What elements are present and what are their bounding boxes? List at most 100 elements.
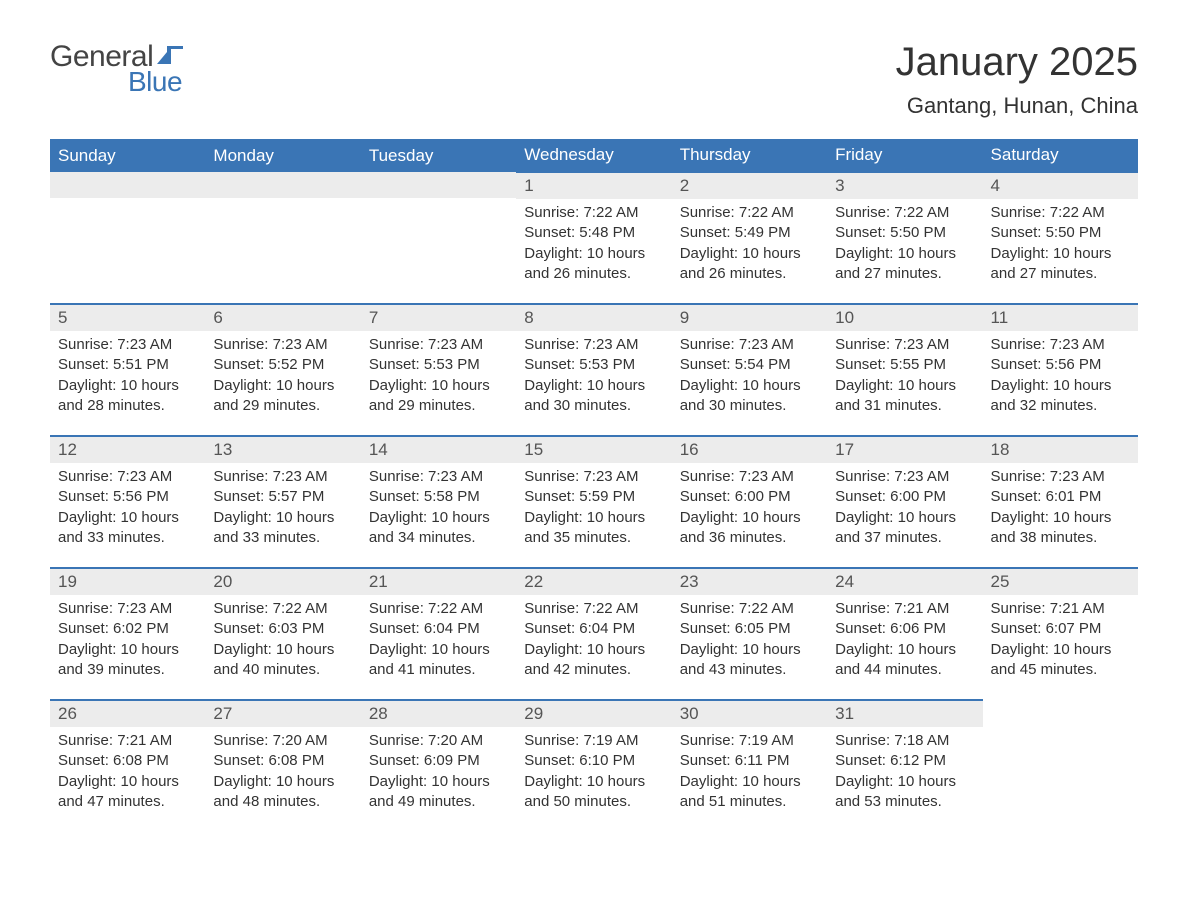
sunset-text: Sunset: 6:00 PM [835, 487, 974, 507]
sunrise-text: Sunrise: 7:19 AM [524, 731, 663, 751]
sunrise-text: Sunrise: 7:22 AM [524, 599, 663, 619]
daylight-text: Daylight: 10 hours [213, 772, 352, 792]
calendar-day-cell: 17Sunrise: 7:23 AMSunset: 6:00 PMDayligh… [827, 436, 982, 568]
day-details: Sunrise: 7:23 AMSunset: 5:52 PMDaylight:… [205, 331, 360, 422]
calendar-day-cell: 16Sunrise: 7:23 AMSunset: 6:00 PMDayligh… [672, 436, 827, 568]
calendar-empty-cell [50, 172, 205, 304]
daylight-text: and 33 minutes. [213, 528, 352, 548]
sunrise-text: Sunrise: 7:20 AM [369, 731, 508, 751]
weekday-header: Sunday [50, 139, 205, 172]
sunset-text: Sunset: 5:50 PM [835, 223, 974, 243]
daylight-text: Daylight: 10 hours [58, 640, 197, 660]
title-block: January 2025 Gantang, Hunan, China [896, 40, 1138, 119]
sunrise-text: Sunrise: 7:23 AM [835, 335, 974, 355]
daylight-text: Daylight: 10 hours [58, 772, 197, 792]
day-number: 9 [672, 305, 827, 331]
calendar-week-row: 26Sunrise: 7:21 AMSunset: 6:08 PMDayligh… [50, 700, 1138, 832]
day-details: Sunrise: 7:23 AMSunset: 5:56 PMDaylight:… [50, 463, 205, 554]
day-number: 3 [827, 173, 982, 199]
calendar-body: 1 Sunrise: 7:22 AM Sunset: 5:48 PM Daylight… [50, 172, 1138, 832]
empty-daynum-bar [50, 172, 205, 198]
daylight-text: and 51 minutes. [680, 792, 819, 812]
sunset-text: Sunset: 6:07 PM [991, 619, 1130, 639]
calendar-day-cell: 2Sunrise: 7:22 AMSunset: 5:49 PMDaylight… [672, 172, 827, 304]
day-details: Sunrise: 7:23 AMSunset: 5:54 PMDaylight:… [672, 331, 827, 422]
daylight-text: and 37 minutes. [835, 528, 974, 548]
calendar-day-cell: 28Sunrise: 7:20 AMSunset: 6:09 PMDayligh… [361, 700, 516, 832]
month-title: January 2025 [896, 40, 1138, 85]
daylight-text: and 29 minutes. [369, 396, 508, 416]
sunset-text: Sunset: 6:12 PM [835, 751, 974, 771]
sunset-text: Sunset: 6:08 PM [213, 751, 352, 771]
daylight-text: Daylight: 10 hours [213, 640, 352, 660]
calendar-table: SundayMondayTuesdayWednesdayThursdayFrid… [50, 139, 1138, 832]
day-number: 13 [205, 437, 360, 463]
daylight-text: Daylight: 10 hours [524, 508, 663, 528]
weekday-header: Saturday [983, 139, 1138, 172]
daylight-text: Daylight: 10 hours [369, 640, 508, 660]
sunrise-text: Sunrise: 7:19 AM [680, 731, 819, 751]
daylight-text: and 40 minutes. [213, 660, 352, 680]
daylight-text: and 34 minutes. [369, 528, 508, 548]
sunrise-text: Sunrise: 7:21 AM [991, 599, 1130, 619]
daylight-text: Daylight: 10 hours [369, 376, 508, 396]
sunrise-text: Sunrise: 7:23 AM [58, 467, 197, 487]
calendar-empty-cell [205, 172, 360, 304]
day-details: Sunrise: 7:23 AMSunset: 5:56 PMDaylight:… [983, 331, 1138, 422]
day-details: Sunrise: 7:20 AMSunset: 6:08 PMDaylight:… [205, 727, 360, 818]
daylight-text: Daylight: 10 hours [213, 376, 352, 396]
daylight-text: and 47 minutes. [58, 792, 197, 812]
sunset-text: Sunset: 6:00 PM [680, 487, 819, 507]
daylight-text: and 49 minutes. [369, 792, 508, 812]
day-number: 23 [672, 569, 827, 595]
sunset-text: Sunset: 5:52 PM [213, 355, 352, 375]
daylight-text: and 38 minutes. [991, 528, 1130, 548]
calendar-day-cell: 14Sunrise: 7:23 AMSunset: 5:58 PMDayligh… [361, 436, 516, 568]
day-number: 1 [516, 173, 671, 199]
sunrise-text: Sunrise: 7:18 AM [835, 731, 974, 751]
calendar-day-cell: 7Sunrise: 7:23 AMSunset: 5:53 PMDaylight… [361, 304, 516, 436]
day-number: 5 [50, 305, 205, 331]
sunset-text: Sunset: 6:01 PM [991, 487, 1130, 507]
sunset-text: Sunset: 5:56 PM [991, 355, 1130, 375]
location: Gantang, Hunan, China [896, 93, 1138, 119]
weekday-header: Tuesday [361, 139, 516, 172]
calendar-day-cell: 1Sunrise: 7:22 AMSunset: 5:48 PMDaylight… [516, 172, 671, 304]
daylight-text: Daylight: 10 hours [524, 640, 663, 660]
calendar-day-cell: 3Sunrise: 7:22 AMSunset: 5:50 PMDaylight… [827, 172, 982, 304]
calendar-empty-cell [983, 700, 1138, 832]
calendar-day-cell: 9Sunrise: 7:23 AMSunset: 5:54 PMDaylight… [672, 304, 827, 436]
sunset-text: Sunset: 5:50 PM [991, 223, 1130, 243]
empty-daynum-bar [205, 172, 360, 198]
daylight-text: and 32 minutes. [991, 396, 1130, 416]
calendar-day-cell: 20Sunrise: 7:22 AMSunset: 6:03 PMDayligh… [205, 568, 360, 700]
day-details: Sunrise: 7:18 AMSunset: 6:12 PMDaylight:… [827, 727, 982, 818]
day-number: 27 [205, 701, 360, 727]
daylight-text: and 26 minutes. [680, 264, 819, 284]
day-details: Sunrise: 7:23 AMSunset: 5:59 PMDaylight:… [516, 463, 671, 554]
day-number: 20 [205, 569, 360, 595]
daylight-text: Daylight: 10 hours [991, 508, 1130, 528]
daylight-text: and 42 minutes. [524, 660, 663, 680]
daylight-text: and 50 minutes. [524, 792, 663, 812]
day-details: Sunrise: 7:21 AMSunset: 6:08 PMDaylight:… [50, 727, 205, 818]
daylight-text: and 35 minutes. [524, 528, 663, 548]
header: General Blue January 2025 Gantang, Hunan… [50, 40, 1138, 119]
day-number: 31 [827, 701, 982, 727]
sunset-text: Sunset: 5:48 PM [524, 223, 663, 243]
day-details: Sunrise: 7:23 AMSunset: 6:02 PMDaylight:… [50, 595, 205, 686]
sunrise-text: Sunrise: 7:23 AM [680, 335, 819, 355]
day-number: 30 [672, 701, 827, 727]
daylight-text: Daylight: 10 hours [213, 508, 352, 528]
sunrise-text: Sunrise: 7:23 AM [213, 467, 352, 487]
calendar-day-cell: 31Sunrise: 7:18 AMSunset: 6:12 PMDayligh… [827, 700, 982, 832]
calendar-day-cell: 24Sunrise: 7:21 AMSunset: 6:06 PMDayligh… [827, 568, 982, 700]
day-number: 26 [50, 701, 205, 727]
sunset-text: Sunset: 5:49 PM [680, 223, 819, 243]
daylight-text: Daylight: 10 hours [835, 640, 974, 660]
logo-text-blue: Blue [128, 66, 182, 98]
sunrise-text: Sunrise: 7:22 AM [369, 599, 508, 619]
weekday-header: Thursday [672, 139, 827, 172]
day-details: Sunrise: 7:21 AMSunset: 6:06 PMDaylight:… [827, 595, 982, 686]
sunset-text: Sunset: 6:10 PM [524, 751, 663, 771]
